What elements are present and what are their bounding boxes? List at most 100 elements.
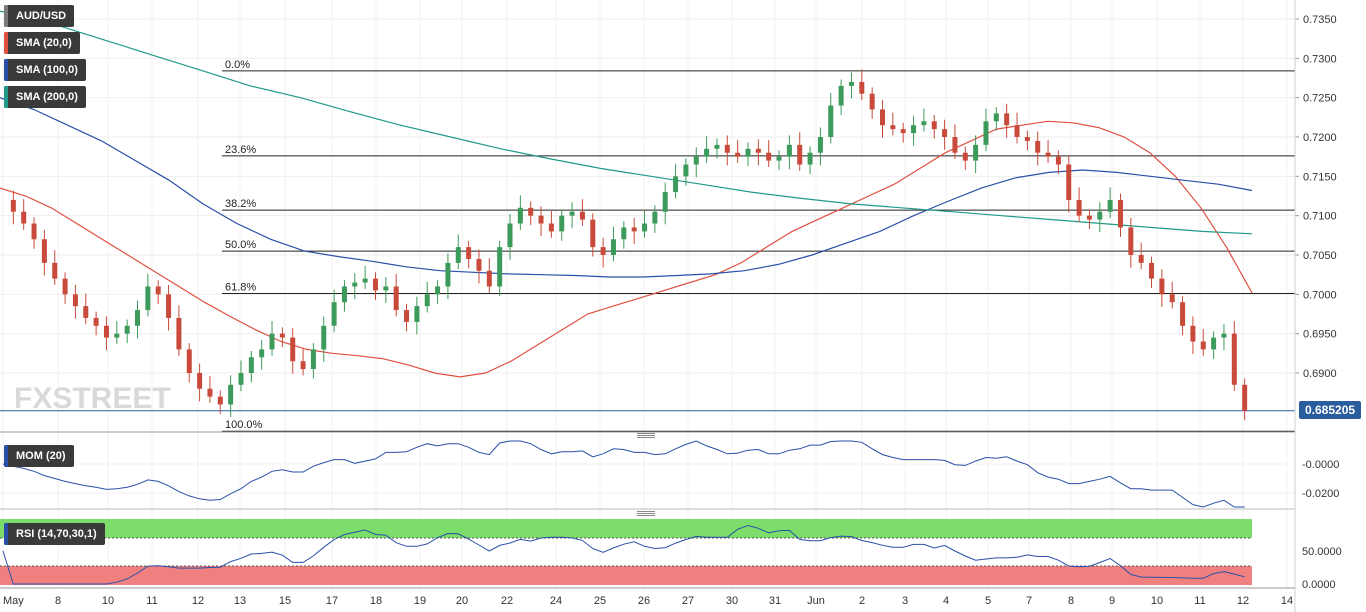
y-tick-label: 0.7200 <box>1303 132 1337 144</box>
x-tick-label: 8 <box>1068 595 1074 607</box>
symbol-tag[interactable]: AUD/USD <box>4 5 75 27</box>
candle-body <box>755 148 761 153</box>
sma200-tag[interactable]: SMA (200,0) <box>4 86 86 108</box>
candle-body <box>838 85 844 106</box>
candle-body <box>62 278 68 295</box>
candle-body <box>952 137 958 153</box>
current-price-label: 0.685205 <box>1299 401 1362 419</box>
candle-body <box>942 129 948 137</box>
candle-body <box>72 294 78 307</box>
candle-body <box>372 278 378 291</box>
candle-body <box>735 152 741 157</box>
candle-body <box>1242 384 1248 411</box>
rsi-label: RSI (14,70,30,1) <box>16 528 97 540</box>
y-tick-label: 0.7150 <box>1303 171 1337 183</box>
symbol-label: AUD/USD <box>16 10 67 22</box>
candle-body <box>1149 262 1155 279</box>
candle-body <box>466 247 472 259</box>
x-tick-label: 4 <box>943 595 949 607</box>
y-tick-label: 0.6900 <box>1303 368 1337 380</box>
candle-body <box>176 317 182 350</box>
mom-tag[interactable]: MOM (20) <box>4 445 74 467</box>
candle-body <box>1014 125 1020 137</box>
candle-body <box>1117 199 1123 228</box>
candle-body <box>1221 333 1227 338</box>
candle-body <box>973 144 979 161</box>
candle-body <box>1169 294 1175 303</box>
fib-level-label: 61.8% <box>225 282 256 294</box>
candle-body <box>610 239 616 255</box>
x-tick-label: 30 <box>726 595 738 607</box>
candle-body <box>704 148 710 157</box>
candle-body <box>445 262 451 287</box>
mom-label: MOM (20) <box>16 450 66 462</box>
y-tick-label: 0.7000 <box>1303 289 1337 301</box>
candle-body <box>290 337 296 362</box>
candle-body <box>859 81 865 94</box>
candle-body <box>662 192 668 212</box>
candle-body <box>197 373 203 389</box>
rsi-overbought-zone <box>0 519 1252 538</box>
candle-body <box>983 121 989 145</box>
x-tick-label: 31 <box>769 595 781 607</box>
x-tick-label: 19 <box>414 595 426 607</box>
candle-body <box>497 247 503 287</box>
candle-body <box>486 270 492 287</box>
y-tick-label: 0.7300 <box>1303 53 1337 65</box>
sma-line <box>0 97 1253 278</box>
sma20-tag[interactable]: SMA (20,0) <box>4 32 80 54</box>
candle-body <box>673 176 679 193</box>
candle-body <box>890 125 896 130</box>
candle-body <box>569 211 575 216</box>
candle-body <box>1024 137 1030 141</box>
candle-body <box>962 152 968 161</box>
rsi-tick-1: 0.0000 <box>1302 579 1336 591</box>
candle-body <box>590 219 596 248</box>
candle-body <box>476 258 482 271</box>
candle-body <box>21 211 27 224</box>
sma100-tag[interactable]: SMA (100,0) <box>4 59 86 81</box>
x-tick-label: 27 <box>682 595 694 607</box>
candle-body <box>848 81 854 86</box>
candle-body <box>269 333 275 350</box>
candle-body <box>135 310 141 326</box>
rsi-tag[interactable]: RSI (14,70,30,1) <box>4 523 105 545</box>
candle-body <box>797 144 803 165</box>
candle-body <box>631 227 637 232</box>
candle-body <box>321 325 327 350</box>
candle-body <box>238 373 244 385</box>
x-tick-label: 25 <box>594 595 606 607</box>
mom-tick-1: -0.0200 <box>1302 488 1339 500</box>
x-tick-label: 12 <box>1237 595 1249 607</box>
candle-body <box>817 137 823 153</box>
candle-body <box>559 215 565 232</box>
y-tick-label: 0.6950 <box>1303 329 1337 341</box>
candle-body <box>1128 227 1134 255</box>
rsi-tick-0: 50.0000 <box>1302 546 1342 558</box>
candle-body <box>1086 215 1092 220</box>
candle-body <box>114 333 120 338</box>
candle-body <box>724 144 730 153</box>
candle-body <box>186 349 192 373</box>
y-tick-label: 0.7050 <box>1303 250 1337 262</box>
x-tick-label: 8 <box>55 595 61 607</box>
candle-body <box>93 317 99 326</box>
fib-level-label: 50.0% <box>225 239 256 251</box>
x-tick-label: 11 <box>146 595 157 607</box>
candle-body <box>424 294 430 307</box>
x-tick-label: 20 <box>456 595 468 607</box>
candle-body <box>52 262 58 279</box>
candle-body <box>921 121 927 126</box>
x-tick-label: 26 <box>638 595 650 607</box>
x-tick-label: 5 <box>985 595 991 607</box>
candle-body <box>207 388 213 397</box>
candle-body <box>880 109 886 126</box>
candle-body <box>579 211 585 220</box>
candle-body <box>1045 152 1051 157</box>
candle-body <box>217 396 223 405</box>
candle-body <box>435 286 441 295</box>
candle-body <box>931 121 937 130</box>
x-tick-label: 13 <box>234 595 246 607</box>
sma20-label: SMA (20,0) <box>16 37 72 49</box>
